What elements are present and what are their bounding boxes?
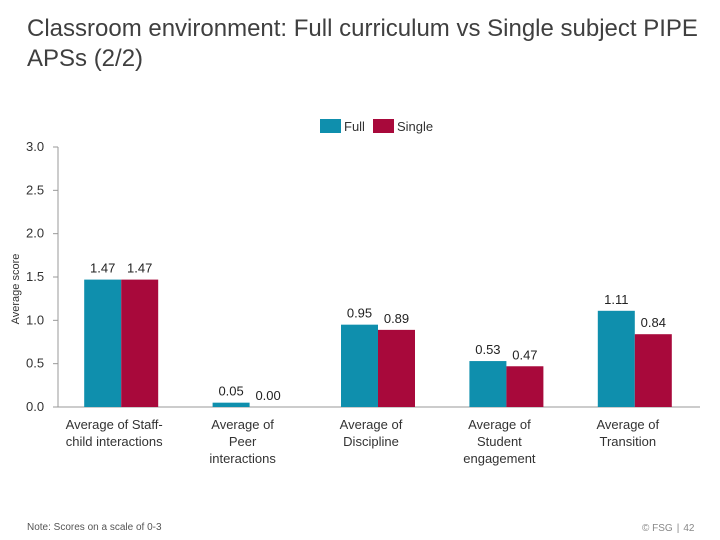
x-category-label-line: Average of bbox=[468, 417, 531, 432]
bar-single bbox=[378, 329, 415, 407]
legend-item-full: Full bbox=[320, 119, 365, 134]
x-category-label-line: Average of bbox=[596, 417, 659, 432]
footer-separator: | bbox=[676, 523, 680, 534]
legend-label-single: Single bbox=[396, 118, 434, 134]
bar-full bbox=[341, 324, 378, 407]
legend-swatch-full bbox=[320, 119, 341, 133]
chart-legend: Full Single bbox=[320, 118, 441, 134]
data-label-full: 1.11 bbox=[604, 292, 628, 307]
y-tick-label: 1.5 bbox=[26, 269, 44, 284]
bar-single bbox=[634, 334, 672, 407]
page-number: 42 bbox=[683, 523, 695, 534]
y-tick-label: 0.0 bbox=[26, 399, 44, 414]
x-category-label: Average of Transition bbox=[596, 417, 659, 449]
y-tick-label: 2.5 bbox=[26, 182, 44, 197]
x-category-label: Average of Peer interactions bbox=[209, 417, 276, 466]
data-label-single: 0.00 bbox=[255, 388, 280, 403]
x-category-label-line: Average of bbox=[340, 417, 403, 432]
data-label-full: 0.53 bbox=[475, 342, 500, 357]
x-category-label-line: interactions bbox=[209, 451, 276, 466]
data-label-full: 0.05 bbox=[218, 384, 243, 399]
x-category-label-line: Peer bbox=[229, 434, 257, 449]
y-tick-label: 1.0 bbox=[26, 312, 44, 327]
x-category-label-line: Average of Staff- bbox=[66, 417, 163, 432]
x-category-label: Average of Student engagement bbox=[463, 417, 536, 466]
x-category-label-line: engagement bbox=[463, 451, 536, 466]
data-label-single: 1.47 bbox=[127, 261, 152, 276]
legend-swatch-single bbox=[372, 119, 394, 133]
x-category-label-line: Transition bbox=[599, 434, 656, 449]
y-tick-label: 2.0 bbox=[26, 226, 44, 241]
slide-title: Classroom environment: Full curriculum v… bbox=[27, 15, 698, 72]
footer: © FSG | 42 bbox=[642, 523, 694, 534]
bar-full bbox=[469, 361, 507, 407]
x-category-label: Average of Discipline bbox=[340, 417, 403, 449]
x-category-label-line: Average of bbox=[211, 417, 274, 432]
bar-full bbox=[212, 402, 250, 407]
x-category-label: Average of Staff-child interactions bbox=[66, 417, 163, 449]
legend-label-full: Full bbox=[344, 118, 365, 134]
y-tick-label: 3.0 bbox=[26, 139, 44, 154]
x-category-label-line: child interactions bbox=[66, 434, 163, 449]
data-label-single: 0.84 bbox=[641, 315, 666, 330]
legend-item-single: Single bbox=[372, 118, 434, 134]
data-label-full: 0.95 bbox=[347, 306, 372, 321]
data-label-full: 1.47 bbox=[90, 261, 115, 276]
footnote: Note: Scores on a scale of 0-3 bbox=[27, 522, 162, 533]
bar-full bbox=[84, 279, 122, 407]
x-category-label-line: Discipline bbox=[343, 434, 399, 449]
bar-single bbox=[121, 279, 159, 407]
data-label-single: 0.89 bbox=[384, 311, 409, 326]
bar-full bbox=[597, 310, 635, 407]
x-category-label-line: Student bbox=[477, 434, 522, 449]
data-label-single: 0.47 bbox=[512, 347, 537, 362]
copyright-text: © FSG bbox=[642, 523, 673, 534]
bar-single bbox=[506, 366, 544, 407]
y-tick-label: 0.5 bbox=[26, 356, 44, 371]
